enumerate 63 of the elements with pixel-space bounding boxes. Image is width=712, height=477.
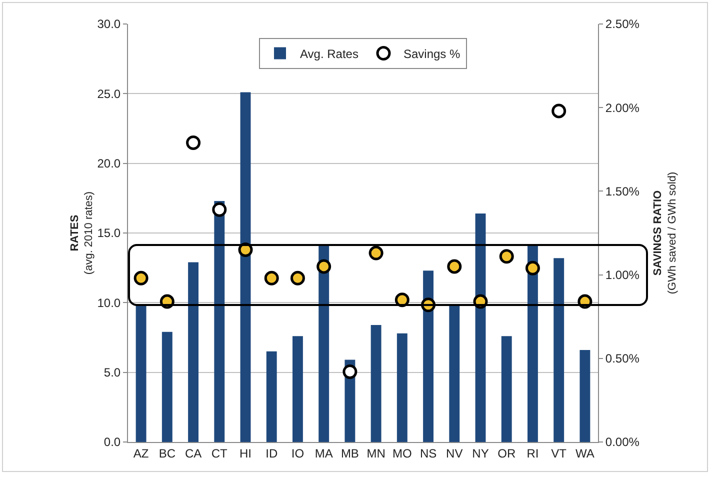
bar [136, 305, 146, 442]
y2-tick-label: 0.50% [605, 352, 640, 366]
y-tick-label: 10.0 [97, 296, 121, 310]
point [499, 249, 514, 264]
y-tick-label: 15.0 [97, 226, 121, 240]
point [290, 270, 305, 286]
bar [528, 246, 538, 442]
y2-axis-title: SAVINGS RATIO (GWh saved / GWh sold) [652, 172, 678, 294]
point [342, 364, 358, 380]
x-tick-label: NS [420, 446, 437, 460]
bar [423, 270, 434, 442]
bar [292, 336, 303, 442]
point [368, 246, 384, 260]
bar [370, 324, 382, 442]
bar [501, 336, 512, 442]
y2-tick-label: 0.00% [605, 435, 640, 450]
bar [214, 200, 225, 442]
x-tick-label: MA [314, 446, 333, 460]
y-tick-label: 25.0 [97, 86, 121, 101]
point [186, 135, 201, 150]
y2-tick-label: 2.00% [605, 100, 640, 115]
y-tick-label: 20.0 [97, 156, 121, 171]
y-tick-label: 0.0 [104, 435, 121, 450]
point [212, 202, 227, 217]
x-tick-label: AZ [133, 446, 149, 460]
bar [396, 333, 408, 442]
bar [240, 92, 251, 442]
x-tick-label: RI [526, 446, 539, 460]
y2-tick-label: 1.00% [605, 268, 640, 282]
x-tick-label: BC [158, 446, 176, 460]
bar [318, 244, 330, 442]
bar [266, 351, 277, 442]
x-tick-label: IO [291, 446, 304, 460]
bar [162, 332, 172, 442]
bar [580, 350, 590, 442]
x-tick-label: VT [551, 446, 568, 460]
bar [554, 258, 564, 442]
y2-tick-label: 2.50% [605, 17, 640, 32]
point [134, 270, 148, 286]
x-tick-label: CA [184, 446, 202, 460]
x-tick-label: HI [240, 446, 252, 460]
point [447, 259, 462, 274]
point [552, 104, 566, 118]
point [525, 260, 540, 276]
x-tick-label: NV [446, 446, 463, 460]
bar [188, 262, 198, 442]
x-tick-label: MN [366, 446, 386, 460]
point [316, 259, 332, 274]
x-tick-label: MB [340, 446, 359, 460]
y2-tick-label: 1.50% [605, 184, 640, 198]
y-axis-title: RATES (avg. 2010 rates) [68, 191, 96, 275]
point [264, 270, 279, 286]
x-tick-label: MO [392, 446, 412, 460]
x-tick-label: NY [472, 446, 489, 460]
bar [449, 305, 460, 442]
x-tick-label: CT [211, 446, 228, 460]
y-tick-label: 5.0 [104, 366, 121, 380]
x-tick-label: ID [266, 446, 278, 460]
x-tick-label: WA [575, 446, 594, 460]
x-tick-label: OR [498, 446, 516, 460]
y-tick-label: 30.0 [97, 17, 121, 32]
legend-label: Savings % [403, 46, 461, 61]
legend-label: Avg. Rates [300, 46, 358, 61]
